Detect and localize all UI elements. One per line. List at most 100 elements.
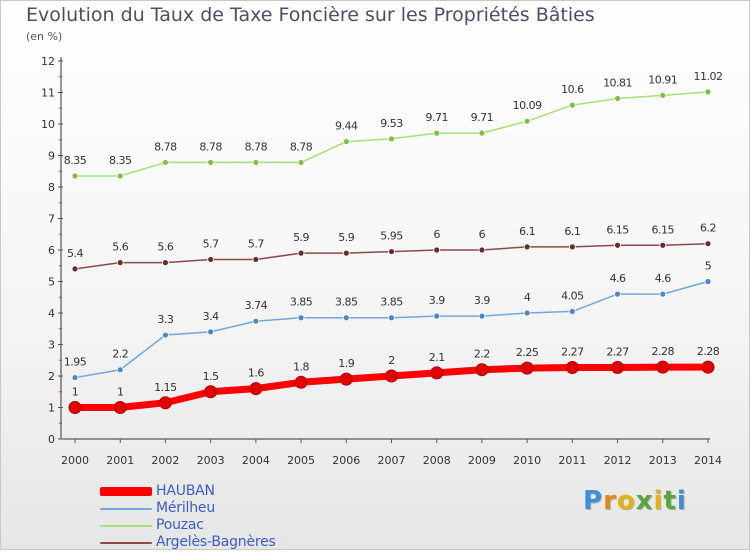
data-point-argeles-bagneres [71, 265, 79, 273]
data-label-pouzac: 8.78 [245, 140, 268, 153]
data-point-argeles-bagneres [568, 243, 576, 251]
x-tick-label: 2004 [242, 454, 270, 467]
y-tick-label: 11 [41, 87, 55, 100]
y-tick-label: 0 [48, 433, 55, 446]
data-point-argeles-bagneres [523, 243, 531, 251]
data-label-argeles-bagneres: 5.9 [338, 231, 354, 244]
y-tick-label: 12 [41, 55, 55, 68]
data-point-hauban [204, 385, 218, 399]
data-point-argeles-bagneres [433, 246, 441, 254]
data-point-argeles-bagneres [162, 259, 169, 267]
data-label-pouzac: 9.71 [425, 111, 448, 124]
data-point-hauban [113, 401, 127, 414]
data-point-merilheu [162, 331, 169, 339]
data-point-hauban [611, 360, 625, 374]
data-point-pouzac [704, 88, 712, 96]
data-label-pouzac: 8.35 [109, 154, 132, 167]
x-tick-label: 2006 [332, 454, 360, 467]
data-point-pouzac [207, 159, 215, 166]
data-point-hauban [656, 360, 670, 374]
data-label-merilheu: 4.6 [610, 272, 626, 285]
data-point-merilheu [568, 308, 576, 315]
logo-letter: x [635, 486, 654, 516]
data-label-merilheu: 3.85 [290, 296, 313, 309]
data-label-pouzac: 10.09 [513, 99, 542, 112]
data-point-argeles-bagneres [116, 259, 124, 267]
data-point-hauban [249, 382, 263, 396]
data-point-pouzac [162, 159, 169, 166]
data-point-hauban [475, 363, 489, 377]
data-label-argeles-bagneres: 6.2 [700, 222, 716, 235]
data-point-argeles-bagneres [659, 241, 667, 249]
data-point-pouzac [252, 159, 260, 166]
data-label-argeles-bagneres: 6.15 [606, 223, 629, 236]
data-label-hauban: 1.8 [293, 360, 309, 373]
data-label-hauban: 1 [72, 386, 79, 399]
x-tick-label: 2011 [558, 454, 586, 467]
x-tick-label: 2001 [106, 454, 134, 467]
data-point-merilheu [433, 312, 441, 320]
data-label-argeles-bagneres: 5.95 [380, 230, 403, 243]
data-label-merilheu: 3.85 [380, 296, 403, 309]
x-tick-label: 2000 [61, 454, 89, 467]
data-label-pouzac: 9.71 [471, 111, 494, 124]
data-label-hauban: 1.6 [248, 367, 264, 380]
logo-letter: i [653, 486, 664, 516]
x-tick-label: 2002 [151, 454, 179, 467]
legend-label-argeles-bagneres: Argelès-Bagnères [156, 534, 276, 550]
data-label-hauban: 2.1 [429, 351, 445, 364]
data-label-argeles-bagneres: 5.9 [293, 231, 309, 244]
y-tick-label: 10 [41, 118, 55, 131]
data-point-hauban [68, 401, 82, 414]
data-point-pouzac [116, 172, 124, 180]
data-point-pouzac [342, 138, 350, 146]
y-tick-label: 8 [48, 181, 55, 194]
y-tick-label: 3 [48, 339, 55, 352]
data-label-hauban: 1 [117, 386, 124, 399]
data-point-argeles-bagneres [207, 256, 215, 263]
data-label-merilheu: 3.74 [245, 299, 268, 312]
data-point-merilheu [523, 309, 531, 317]
data-point-merilheu [388, 314, 395, 322]
data-label-merilheu: 4.6 [655, 272, 671, 285]
data-point-hauban [520, 361, 534, 375]
x-tick-label: 2007 [378, 454, 406, 467]
legend-swatch-merilheu [100, 508, 152, 510]
data-point-hauban [294, 375, 308, 389]
y-tick-label: 5 [48, 276, 55, 289]
logo-letter: t [663, 486, 677, 516]
legend-label-merilheu: Mérilheu [156, 500, 215, 516]
data-label-argeles-bagneres: 6.1 [564, 225, 580, 238]
data-label-merilheu: 3.4 [203, 310, 219, 323]
data-point-pouzac [659, 91, 667, 99]
data-label-argeles-bagneres: 5.4 [67, 247, 83, 260]
chart-unit-label: (en %) [26, 30, 63, 43]
data-label-hauban: 2.2 [474, 348, 490, 361]
data-label-argeles-bagneres: 5.6 [157, 241, 173, 254]
data-label-merilheu: 4.05 [561, 289, 584, 302]
legend-label-hauban: HAUBAN [156, 483, 215, 499]
data-point-argeles-bagneres [297, 249, 305, 257]
data-point-merilheu [659, 290, 667, 298]
data-point-pouzac [297, 159, 305, 166]
data-point-hauban [565, 360, 579, 374]
data-point-merilheu [614, 290, 621, 298]
legend-swatch-hauban [100, 487, 152, 496]
y-tick-label: 2 [48, 370, 55, 383]
logo-letter: o [616, 486, 636, 516]
data-point-argeles-bagneres [342, 249, 350, 257]
data-label-merilheu: 5 [705, 260, 712, 273]
data-point-pouzac [614, 95, 621, 102]
data-point-pouzac [388, 135, 395, 143]
data-label-hauban: 2.27 [606, 345, 629, 358]
data-point-merilheu [252, 317, 260, 325]
data-label-argeles-bagneres: 6 [433, 228, 440, 241]
y-tick-label: 1 [48, 402, 55, 415]
data-label-merilheu: 4 [524, 291, 531, 304]
x-tick-label: 2009 [468, 454, 496, 467]
data-point-argeles-bagneres [478, 246, 486, 254]
data-point-merilheu [342, 314, 350, 322]
x-tick-label: 2005 [287, 454, 315, 467]
